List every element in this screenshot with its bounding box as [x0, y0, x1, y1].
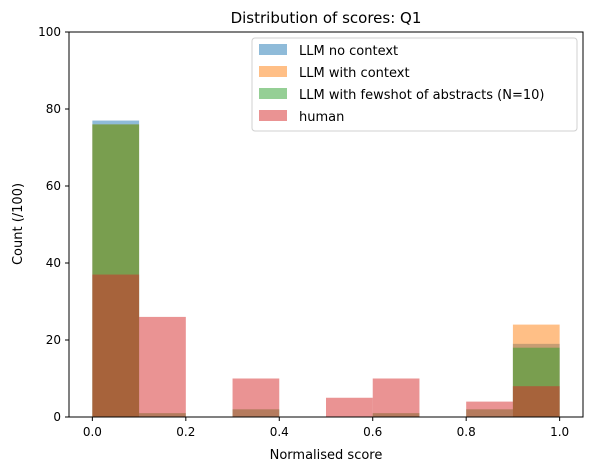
legend-label: LLM no context: [299, 44, 398, 59]
x-tick-label: 0.2: [176, 425, 195, 439]
y-axis-label: Count (/100): [11, 183, 26, 265]
chart-title: Distribution of scores: Q1: [231, 9, 422, 27]
legend-swatch: [259, 88, 287, 99]
legend-frame: [251, 37, 578, 132]
bar-series-3-bin-5: [326, 397, 373, 417]
plot-frame: [68, 31, 584, 418]
legend-swatch: [259, 66, 287, 77]
x-tick-label: 0.0: [83, 425, 102, 439]
y-tick-label: 100: [38, 25, 61, 39]
x-tick-label: 0.4: [270, 425, 289, 439]
x-tick-label: 0.8: [457, 425, 476, 439]
y-tick-label: 20: [46, 333, 61, 347]
legend-swatch: [259, 44, 287, 55]
bar-series-3-bin-8: [466, 401, 513, 417]
bar-series-3-bin-9: [512, 386, 560, 417]
y-tick-label: 60: [46, 179, 61, 193]
bar-series-3-bin-3: [232, 378, 280, 417]
bar-series-3-bin-1: [139, 316, 186, 417]
x-axis: 0.0 0.2 0.4 0.6 0.8 1.0: [83, 417, 569, 439]
x-axis-label: Normalised score: [270, 448, 383, 463]
y-tick-label: 80: [46, 102, 61, 116]
legend: LLM no context LLM with context LLM with f…: [251, 37, 578, 132]
bar-series-3-bin-6: [372, 378, 420, 417]
x-tick-label: 1.0: [550, 425, 569, 439]
legend-label: LLM with context: [299, 66, 410, 81]
y-tick-label: 40: [46, 256, 61, 270]
x-tick-label: 0.6: [363, 425, 382, 439]
y-tick-label: 0: [53, 410, 61, 424]
bar-series-3-bin-0: [92, 274, 140, 417]
bars-layer: [92, 120, 560, 418]
legend-label: human: [299, 110, 344, 125]
y-axis: 0 20 40 60 80 100: [38, 25, 69, 424]
legend-label: LLM with fewshot of abstracts (N=10): [299, 88, 544, 103]
legend-swatch: [259, 110, 287, 121]
